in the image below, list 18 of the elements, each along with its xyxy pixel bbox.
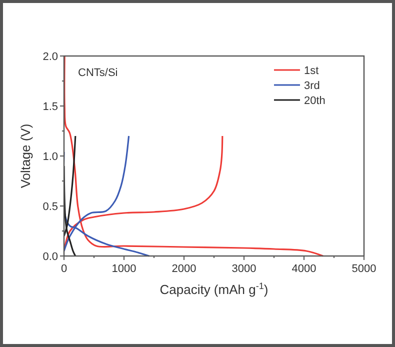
legend-label: 20th xyxy=(304,95,326,107)
legend-label: 3rd xyxy=(304,80,320,92)
x-tick-label: 1000 xyxy=(112,263,136,275)
x-tick-label: 5000 xyxy=(352,263,376,275)
y-axis-title: Voltage (V) xyxy=(18,124,33,188)
y-tick-label: 2.0 xyxy=(42,51,58,63)
line-series xyxy=(64,55,324,257)
y-tick-label: 1.5 xyxy=(42,101,58,113)
annotation: CNTs/Si xyxy=(78,67,118,79)
x-tick-label: 2000 xyxy=(172,263,196,275)
legend-label: 1st xyxy=(304,65,319,77)
x-axis-title: Capacity (mAh g$^{-1}$) xyxy=(160,281,268,297)
x-tick-label: 4000 xyxy=(292,263,316,275)
x-tick-label: 3000 xyxy=(232,263,256,275)
y-tick-label: 0.5 xyxy=(42,201,58,213)
x-tick-label: 0 xyxy=(60,263,68,275)
y-tick-label: 0.0 xyxy=(42,251,58,263)
y-tick-label: 1.0 xyxy=(42,151,58,163)
